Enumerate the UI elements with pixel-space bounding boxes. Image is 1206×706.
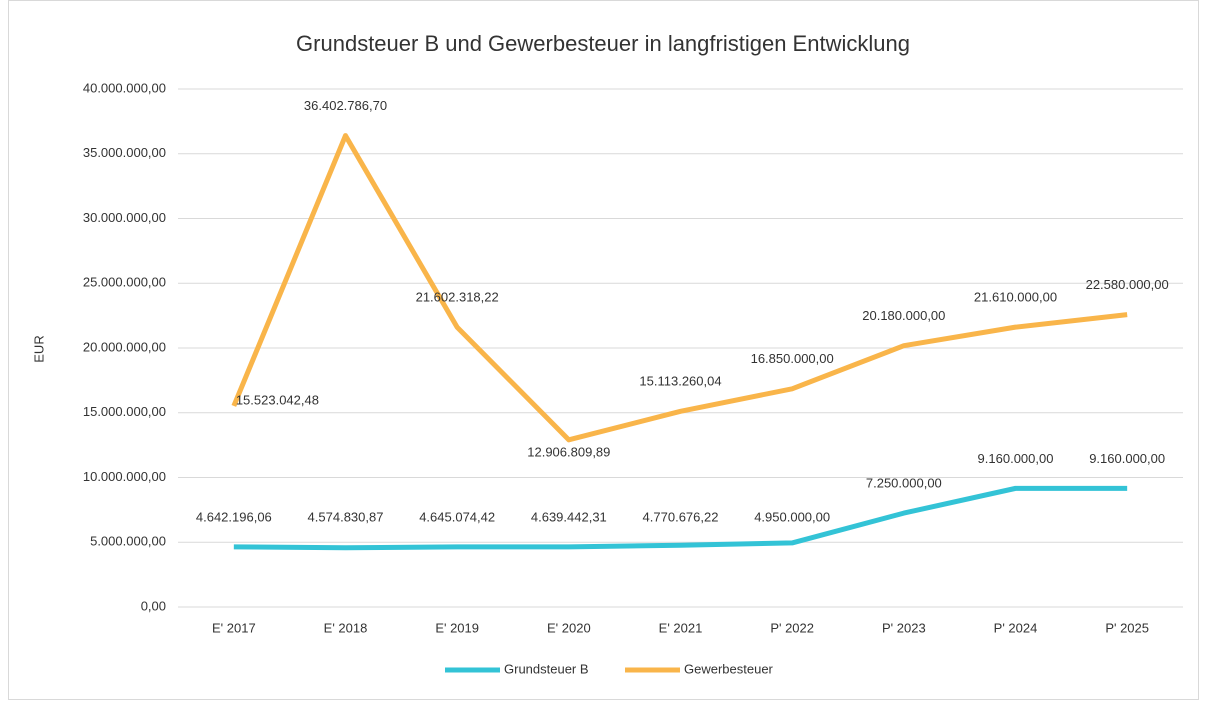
- y-tick-label: 5.000.000,00: [90, 534, 166, 549]
- legend-label: Gewerbesteuer: [684, 661, 774, 676]
- y-tick-label: 40.000.000,00: [83, 80, 166, 95]
- y-tick-label: 10.000.000,00: [83, 469, 166, 484]
- data-label: 4.770.676,22: [643, 509, 719, 524]
- x-tick-label: E' 2018: [324, 620, 368, 635]
- data-label: 9.160.000,00: [978, 451, 1054, 466]
- x-tick-label: P' 2022: [770, 620, 814, 635]
- x-tick-label: E' 2019: [435, 620, 479, 635]
- y-tick-label: 30.000.000,00: [83, 210, 166, 225]
- y-tick-label: 25.000.000,00: [83, 275, 166, 290]
- data-label: 4.574.830,87: [308, 509, 384, 524]
- data-label: 9.160.000,00: [1089, 451, 1165, 466]
- chart-border: [8, 0, 1199, 700]
- y-tick-label: 20.000.000,00: [83, 339, 166, 354]
- x-tick-label: P' 2025: [1105, 620, 1149, 635]
- y-tick-label: 0,00: [141, 598, 166, 613]
- y-tick-label: 15.000.000,00: [83, 404, 166, 419]
- data-label: 22.580.000,00: [1086, 277, 1169, 292]
- data-label: 4.639.442,31: [531, 509, 607, 524]
- y-axis-label: EUR: [31, 335, 46, 362]
- data-label: 21.602.318,22: [416, 290, 499, 305]
- x-tick-label: P' 2023: [882, 620, 926, 635]
- series-line: [231, 133, 1128, 443]
- data-label: 4.645.074,42: [419, 509, 495, 524]
- series-line: [233, 485, 1128, 551]
- x-tick-label: P' 2024: [994, 620, 1038, 635]
- data-label: 36.402.786,70: [304, 98, 387, 113]
- data-label: 7.250.000,00: [866, 476, 942, 491]
- x-tick-label: E' 2020: [547, 620, 591, 635]
- data-label: 4.950.000,00: [754, 509, 830, 524]
- x-tick-label: E' 2017: [212, 620, 256, 635]
- legend-label: Grundsteuer B: [504, 661, 589, 676]
- data-label: 12.906.809,89: [527, 444, 610, 459]
- y-tick-label: 35.000.000,00: [83, 145, 166, 160]
- x-tick-label: E' 2021: [659, 620, 703, 635]
- data-label: 21.610.000,00: [974, 290, 1057, 305]
- data-label: 16.850.000,00: [751, 351, 834, 366]
- data-label: 20.180.000,00: [862, 308, 945, 323]
- data-label: 15.523.042,48: [236, 392, 319, 407]
- chart-title: Grundsteuer B und Gewerbesteuer in langf…: [296, 31, 910, 56]
- data-label: 15.113.260,04: [639, 374, 721, 389]
- data-label: 4.642.196,06: [196, 509, 272, 524]
